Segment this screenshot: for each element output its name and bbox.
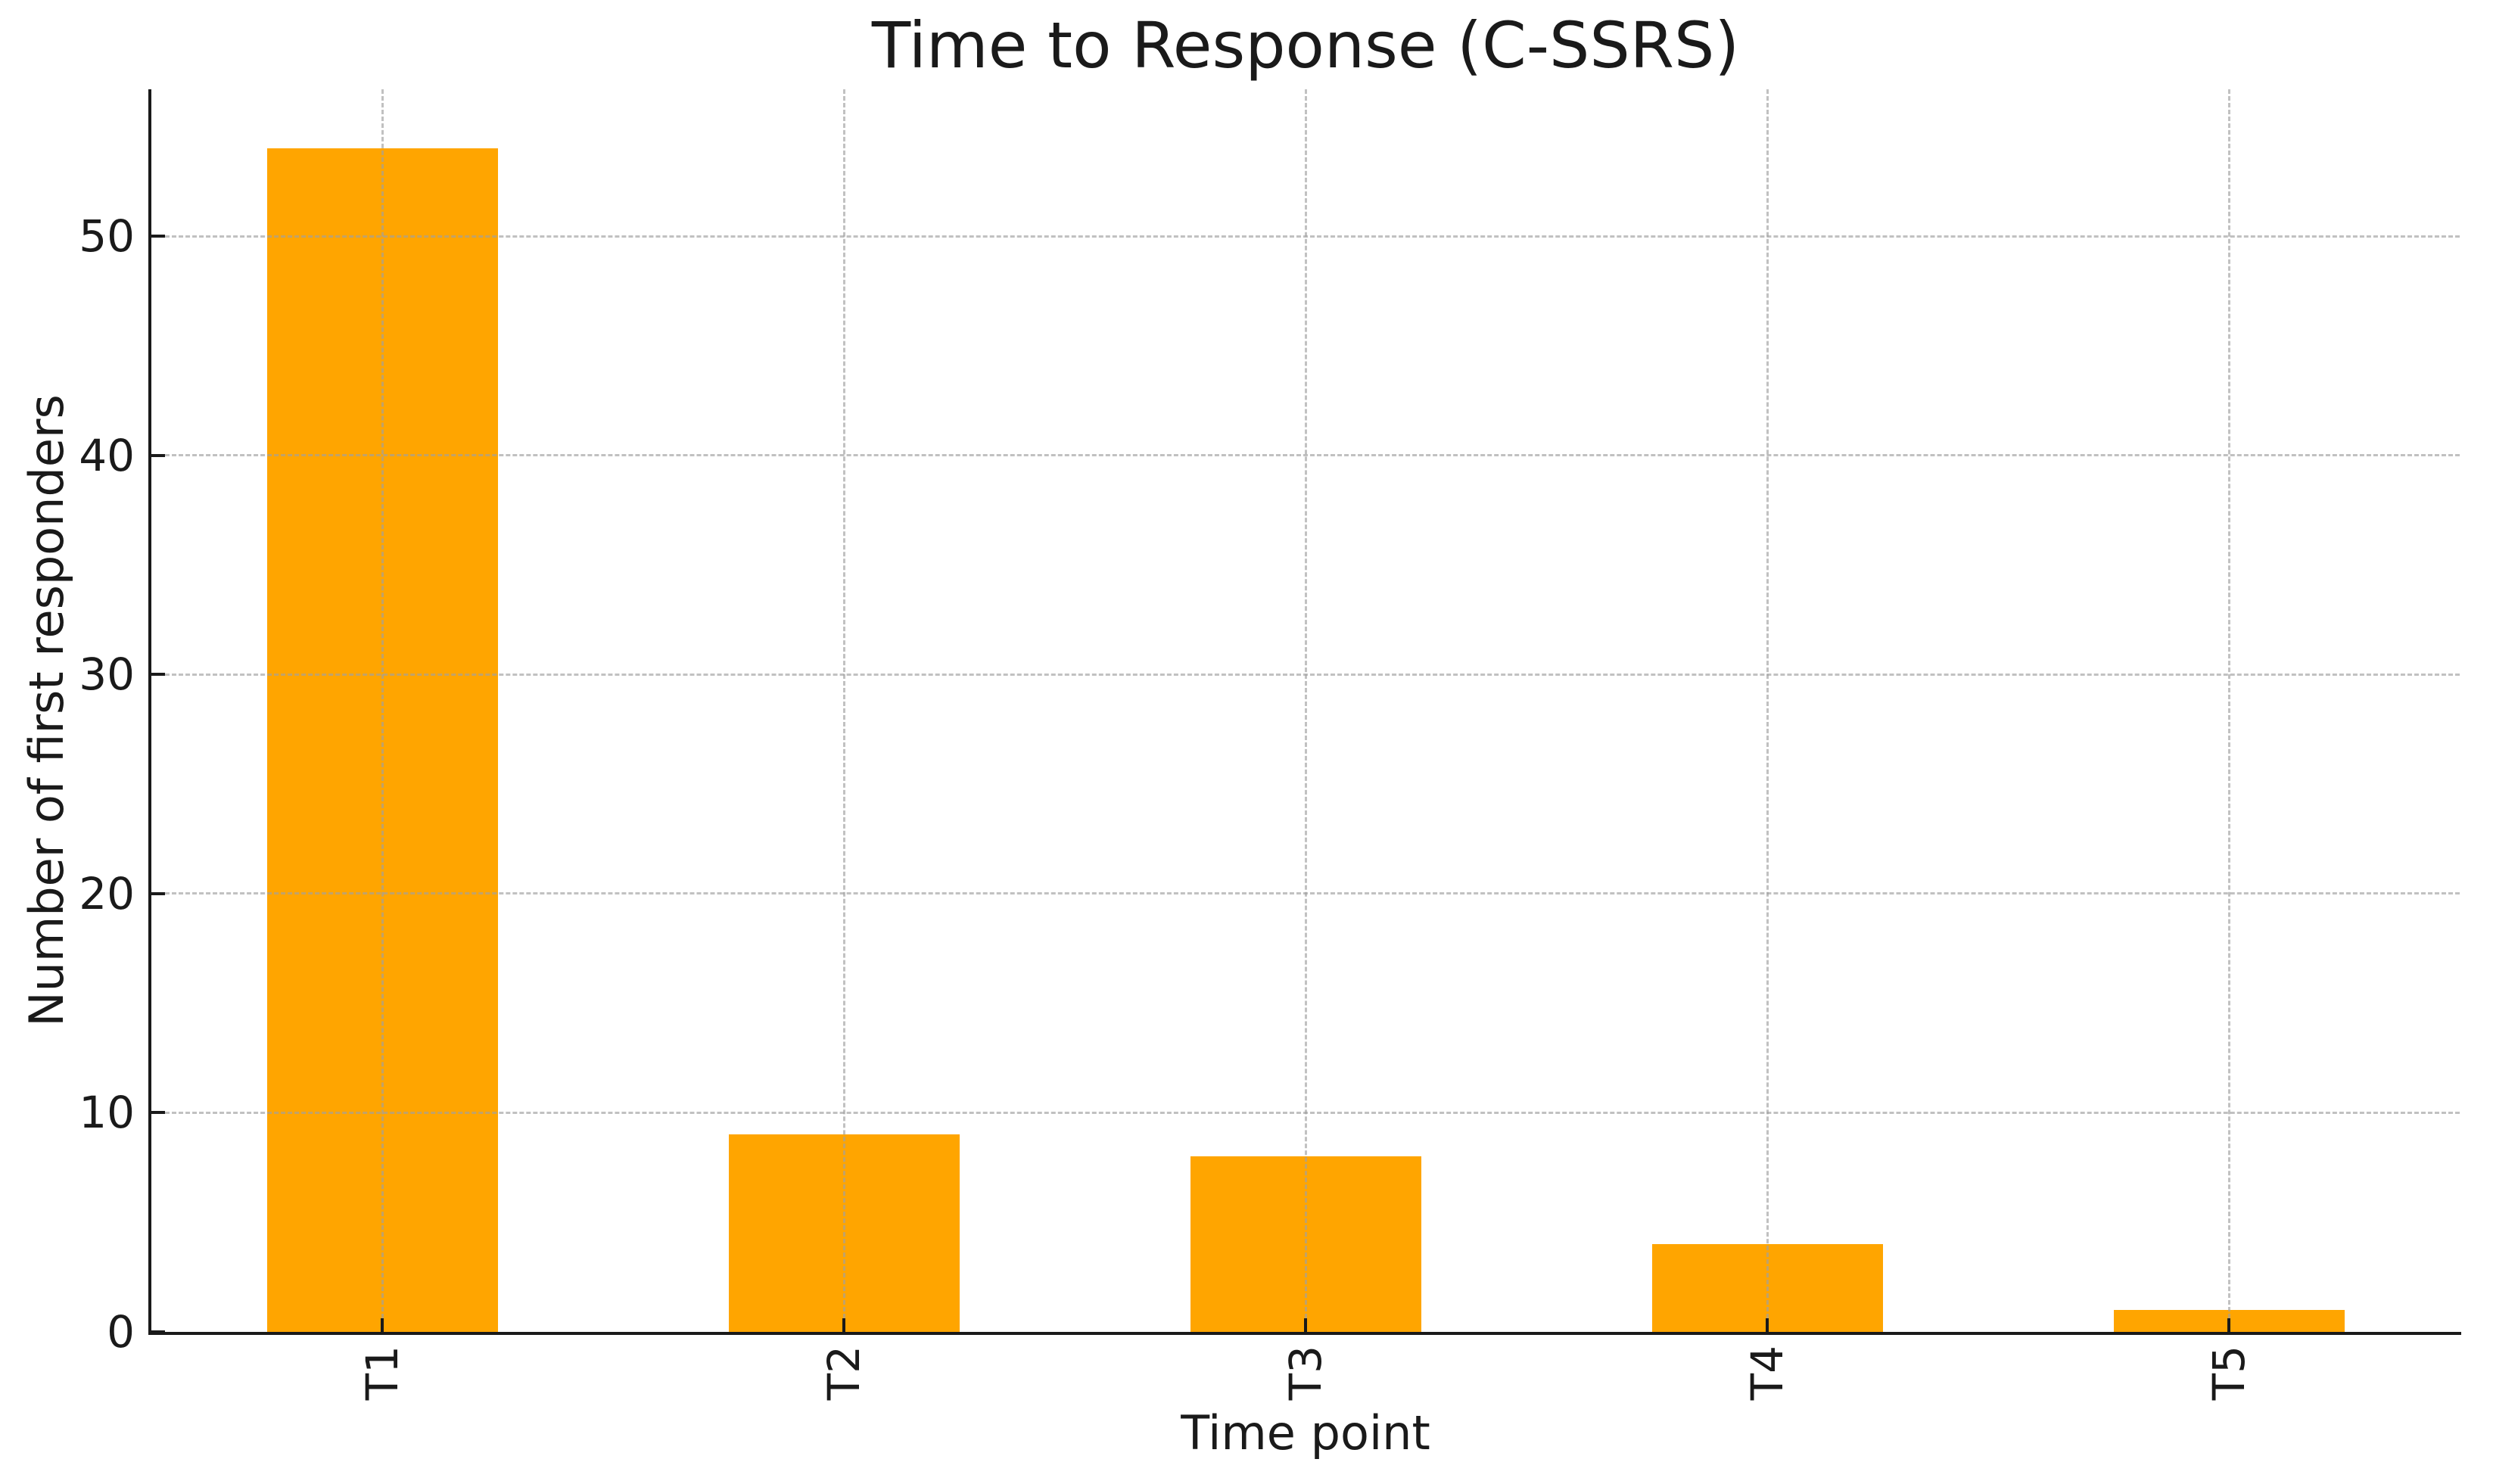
x-tick-mark: [1304, 1318, 1307, 1332]
y-tick-label: 0: [107, 1306, 135, 1358]
x-tick-mark: [842, 1318, 845, 1332]
gridline-vertical: [1304, 89, 1307, 1332]
y-tick-mark: [151, 1111, 165, 1115]
gridline-vertical: [1766, 89, 1769, 1332]
gridline-vertical: [842, 89, 845, 1332]
y-tick-label: 10: [79, 1087, 135, 1139]
x-tick-mark: [381, 1318, 384, 1332]
y-tick-label: 40: [79, 429, 135, 481]
y-tick-mark: [151, 673, 165, 677]
y-tick-label: 30: [79, 649, 135, 701]
y-axis-spine: [148, 89, 151, 1335]
y-tick-label: 20: [79, 867, 135, 919]
chart-title: Time to Response (C-SSRS): [871, 8, 1740, 82]
plot-area: 0 10 20 30 40 50 T1 T2 T3 T4 T5: [79, 89, 2460, 1400]
y-tick-label: 50: [79, 210, 135, 263]
x-tick-mark: [1766, 1318, 1769, 1332]
y-axis-label: Number of first responders: [19, 394, 74, 1027]
x-tick-label: T5: [2203, 1346, 2255, 1401]
x-tick-label: T3: [1280, 1346, 1331, 1401]
x-axis-label: Time point: [1181, 1405, 1430, 1461]
gridline-vertical: [381, 89, 384, 1332]
y-tick-mark: [151, 235, 165, 238]
x-axis-spine: [148, 1332, 2461, 1335]
y-tick-mark: [151, 1330, 165, 1333]
x-tick-label: T2: [818, 1346, 870, 1401]
y-tick-mark: [151, 453, 165, 457]
gridline-vertical: [2227, 89, 2230, 1332]
x-tick-label: T1: [356, 1346, 408, 1401]
x-tick-label: T4: [1741, 1346, 1793, 1401]
x-tick-mark: [2227, 1318, 2230, 1332]
y-tick-mark: [151, 891, 165, 895]
